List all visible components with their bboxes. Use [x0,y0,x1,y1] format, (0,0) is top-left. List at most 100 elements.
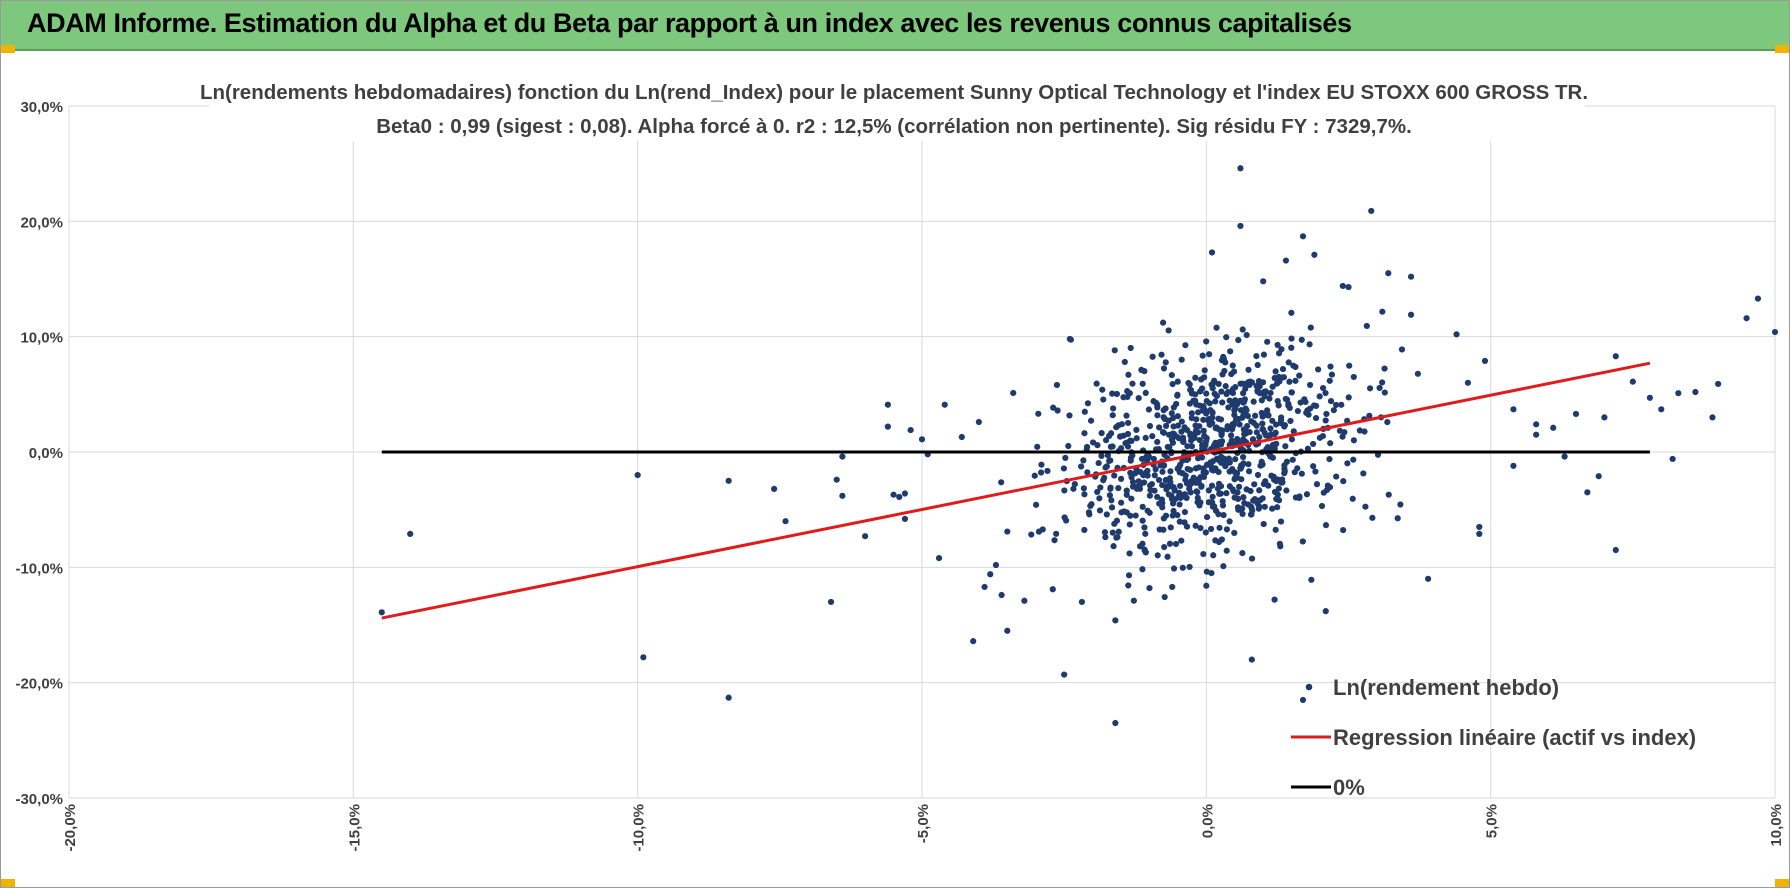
data-point [1282,443,1289,450]
data-point [1208,249,1216,256]
data-point [1274,398,1281,405]
data-point [1138,366,1145,373]
data-point [1292,363,1299,371]
data-point [1109,529,1116,536]
data-point [1306,341,1313,348]
data-point [1150,455,1157,463]
data-point [1164,553,1171,560]
data-point [1245,366,1252,373]
data-point [1285,359,1292,366]
data-point [1114,534,1121,541]
data-point [1034,443,1041,450]
data-point [1117,433,1124,440]
x-tick-label: 10,0% [1768,804,1785,847]
data-point [1192,522,1199,529]
data-point [1481,357,1489,364]
data-point [884,401,891,408]
data-point [1157,462,1164,469]
data-point [1053,381,1061,389]
data-point [884,423,891,430]
data-point [1306,381,1314,389]
data-point [1340,526,1347,534]
data-point [1205,487,1212,494]
data-point [1658,406,1665,413]
data-point [1169,512,1176,519]
data-point [1140,472,1147,479]
data-point [1186,563,1193,571]
data-point [1219,371,1226,378]
data-point [1259,413,1266,420]
data-point [1272,526,1279,533]
data-point [1232,398,1240,405]
x-tick-label: 5,0% [1484,804,1501,838]
data-point [1154,412,1161,419]
data-point [1128,474,1135,481]
data-point [1133,426,1140,433]
data-point [1414,370,1421,377]
data-point [1385,270,1392,277]
data-point [1223,526,1231,533]
data-point [1323,410,1330,418]
data-point [1160,365,1168,372]
data-point [1407,311,1415,318]
data-point [907,426,914,434]
data-point [1249,436,1257,443]
data-point [1330,407,1337,414]
data-point [1328,371,1336,378]
data-point [1296,494,1303,501]
data-point [1174,512,1181,519]
data-point [1360,470,1367,477]
data-point [1165,491,1172,498]
data-point [1345,283,1352,291]
data-point [1044,467,1051,475]
data-point [1322,389,1329,397]
data-point [1303,491,1311,498]
data-point [1350,456,1357,463]
data-point [1109,412,1116,419]
data-point [1310,440,1317,448]
data-point [1232,456,1239,463]
data-point [1173,400,1180,408]
data-point [1159,504,1166,511]
regression-line [381,361,1651,620]
data-point [1167,468,1174,475]
data-point [958,433,965,441]
data-point [1170,483,1177,491]
y-tick-label: 30,0% [20,99,63,116]
data-point [1209,385,1216,392]
data-point [1081,408,1088,415]
data-point [1170,565,1178,572]
data-point [1397,501,1404,508]
data-point [1476,523,1483,531]
data-point [1205,499,1212,506]
data-point [1125,371,1132,378]
data-point [1269,505,1276,512]
data-point [1312,468,1319,475]
data-point [1142,530,1149,537]
data-point [1152,466,1159,473]
data-point [1133,435,1140,442]
data-point [1267,425,1274,432]
data-point [1273,478,1280,485]
data-point [1203,338,1210,345]
data-point [1242,409,1249,416]
data-point [1201,444,1208,451]
data-point [1218,429,1225,436]
data-point [987,571,994,578]
data-point [1139,566,1146,573]
data-point [1251,481,1258,488]
data-point [1161,593,1168,601]
data-point [1154,404,1161,411]
data-point [1675,390,1682,397]
data-point [1159,468,1166,475]
data-point [1214,440,1221,447]
data-point [1145,406,1152,413]
data-point [1234,435,1241,443]
data-point [1160,414,1167,421]
data-point [1109,390,1116,397]
data-point [1032,501,1040,508]
data-point [1208,466,1216,473]
data-point [1149,433,1156,440]
data-point [1266,395,1273,402]
data-point [1169,439,1177,446]
